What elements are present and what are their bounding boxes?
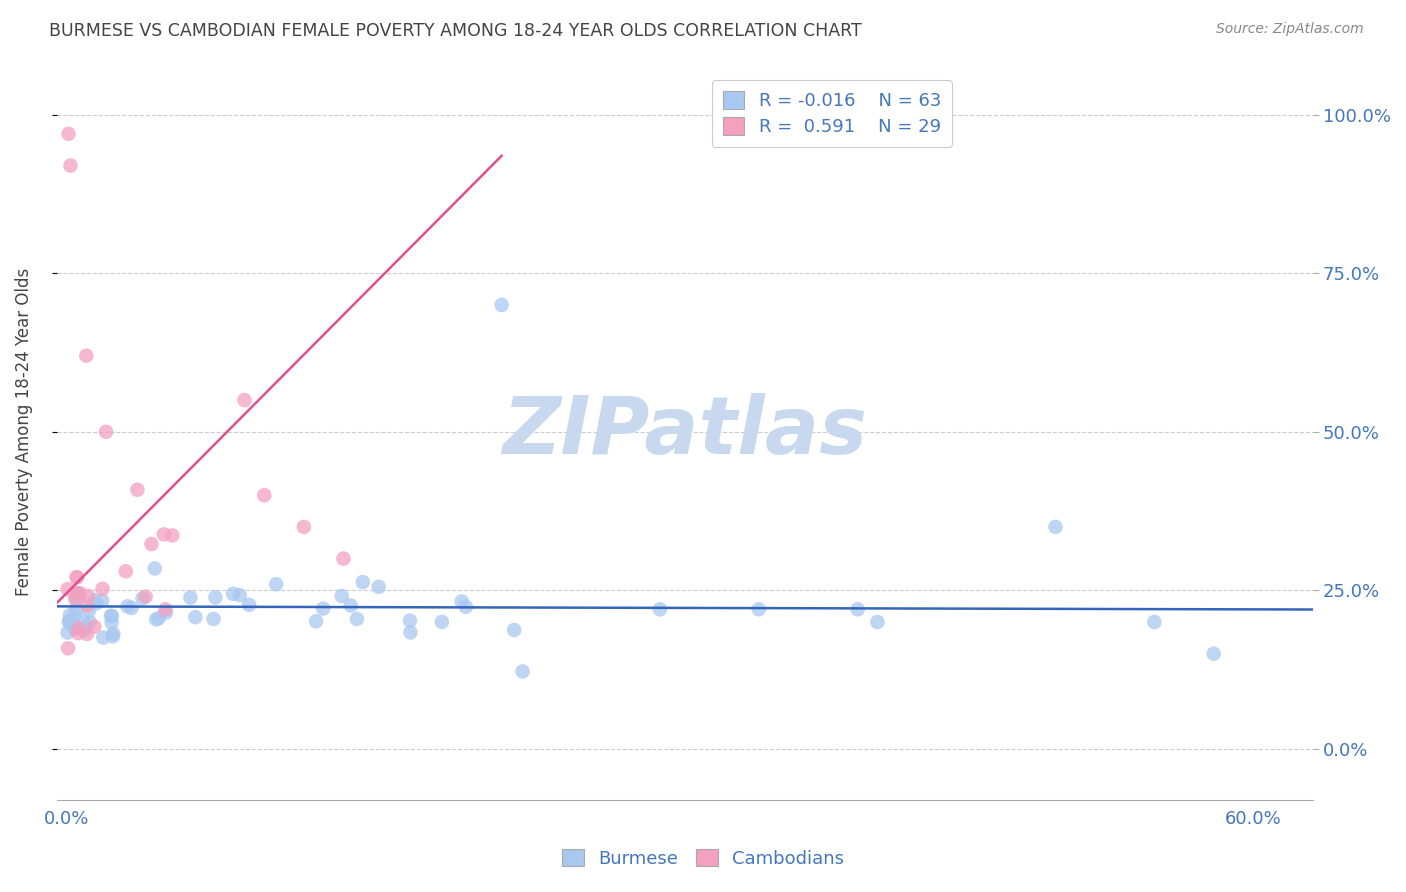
Point: [1143, 615, 1166, 629]
Point: [58, 127, 80, 141]
Point: [233, 393, 256, 408]
Point: [253, 488, 276, 502]
Point: [66, 570, 89, 584]
Point: [83, 593, 105, 607]
Point: [73, 622, 96, 636]
Point: [264, 577, 287, 591]
Point: [127, 483, 149, 497]
Point: [131, 591, 153, 606]
Point: [91, 582, 114, 596]
Point: [332, 551, 354, 566]
Point: [202, 612, 225, 626]
Point: [352, 575, 374, 590]
Point: [330, 589, 353, 603]
Point: [67, 626, 90, 640]
Point: [76, 627, 98, 641]
Point: [79, 615, 101, 629]
Point: [100, 608, 122, 623]
Point: [101, 629, 124, 643]
Point: [75, 349, 97, 363]
Point: [1045, 520, 1067, 534]
Point: [77, 603, 100, 617]
Point: [76, 599, 98, 613]
Point: [103, 627, 125, 641]
Point: [846, 602, 869, 616]
Point: [155, 606, 177, 620]
Point: [63, 608, 86, 623]
Point: [121, 600, 143, 615]
Point: [86, 596, 108, 610]
Point: [56, 582, 79, 596]
Point: [59, 159, 82, 173]
Point: [491, 298, 513, 312]
Point: [91, 593, 114, 607]
Point: [65, 586, 87, 600]
Point: [179, 591, 201, 605]
Point: [91, 631, 114, 645]
Point: [229, 588, 252, 602]
Point: [65, 570, 87, 584]
Point: [367, 580, 389, 594]
Point: [115, 564, 138, 578]
Point: [141, 537, 163, 551]
Point: [65, 602, 87, 616]
Point: [153, 527, 176, 541]
Point: [204, 591, 226, 605]
Point: [430, 615, 453, 629]
Point: [56, 625, 79, 640]
Point: [143, 561, 166, 575]
Point: [63, 619, 86, 633]
Point: [866, 615, 889, 629]
Point: [399, 625, 422, 640]
Point: [305, 614, 328, 628]
Point: [56, 641, 79, 656]
Point: [145, 612, 167, 626]
Point: [72, 624, 94, 638]
Point: [65, 591, 87, 606]
Point: [450, 594, 472, 608]
Point: [63, 592, 86, 607]
Point: [155, 602, 177, 616]
Point: [94, 425, 117, 439]
Point: [83, 620, 105, 634]
Point: [312, 601, 335, 615]
Point: [69, 586, 91, 600]
Point: [222, 587, 245, 601]
Point: [67, 621, 90, 635]
Legend: Burmese, Cambodians: Burmese, Cambodians: [551, 838, 855, 879]
Y-axis label: Female Poverty Among 18-24 Year Olds: Female Poverty Among 18-24 Year Olds: [15, 268, 32, 596]
Point: [1202, 647, 1225, 661]
Point: [184, 610, 207, 624]
Point: [346, 612, 368, 626]
Text: Source: ZipAtlas.com: Source: ZipAtlas.com: [1216, 22, 1364, 37]
Point: [512, 665, 534, 679]
Point: [748, 602, 770, 616]
Point: [59, 608, 82, 623]
Point: [454, 599, 477, 614]
Point: [58, 615, 80, 630]
Legend: R = -0.016    N = 63, R =  0.591    N = 29: R = -0.016 N = 63, R = 0.591 N = 29: [711, 80, 952, 147]
Point: [339, 599, 361, 613]
Point: [399, 614, 422, 628]
Point: [72, 614, 94, 628]
Point: [100, 615, 122, 630]
Point: [238, 598, 260, 612]
Point: [67, 586, 90, 600]
Point: [63, 622, 86, 636]
Point: [77, 589, 100, 603]
Point: [101, 609, 124, 624]
Point: [65, 588, 87, 602]
Point: [66, 591, 89, 606]
Point: [117, 599, 139, 614]
Text: ZIPatlas: ZIPatlas: [502, 392, 868, 471]
Point: [148, 611, 170, 625]
Point: [648, 602, 671, 616]
Point: [162, 528, 184, 542]
Point: [58, 614, 80, 628]
Text: BURMESE VS CAMBODIAN FEMALE POVERTY AMONG 18-24 YEAR OLDS CORRELATION CHART: BURMESE VS CAMBODIAN FEMALE POVERTY AMON…: [49, 22, 862, 40]
Point: [292, 520, 315, 534]
Point: [135, 590, 157, 604]
Point: [503, 623, 526, 637]
